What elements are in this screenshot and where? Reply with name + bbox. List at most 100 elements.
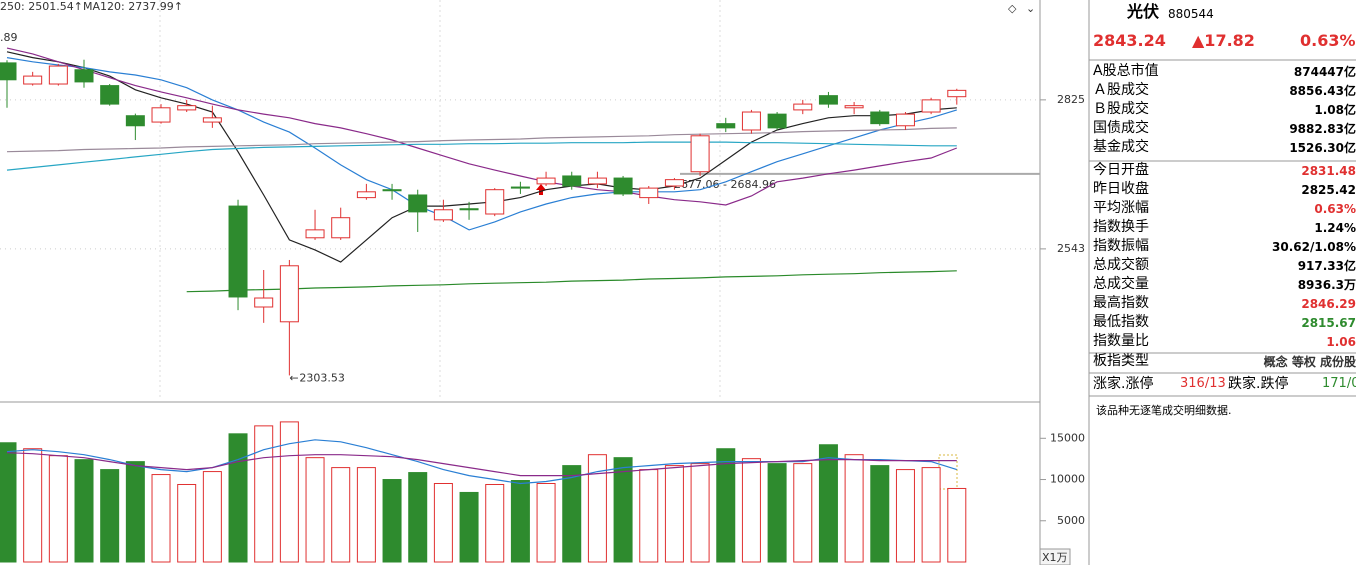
ma-line	[6, 127, 957, 153]
candle-body	[279, 265, 299, 323]
candle-body	[0, 62, 17, 81]
volume-bar	[331, 467, 351, 563]
volume-bar	[408, 472, 428, 563]
low-label: 2303.53	[299, 371, 345, 384]
panel-row-label: 最低指数	[1093, 314, 1149, 331]
panel-row-value: 2846.29	[1301, 297, 1356, 312]
panel-change-pct: 0.63%	[1300, 31, 1356, 50]
candle-body	[151, 107, 171, 123]
volume-bar	[562, 465, 582, 563]
candle-body	[793, 103, 813, 111]
candle-body	[947, 89, 967, 98]
volume-bar	[151, 474, 171, 563]
ma-line	[6, 141, 957, 171]
panel-row-label: 指数换手	[1093, 218, 1149, 235]
panel-row-value: 30.62/1.08%	[1272, 239, 1356, 254]
volume-bar	[639, 469, 659, 563]
volume-bar	[279, 421, 299, 563]
icon-dropdown[interactable]: ⌄	[1026, 2, 1035, 15]
candle-body	[716, 123, 736, 129]
volume-bar	[741, 458, 761, 563]
y-tick-label: 10000	[1050, 473, 1085, 486]
panel-row-value: 概念 等权 成份股	[1263, 354, 1356, 369]
candle-body	[510, 186, 530, 189]
panel-row-value: 2815.67	[1301, 316, 1356, 331]
volume-bar	[459, 491, 479, 563]
panel-row-label: Ｂ股成交	[1093, 101, 1149, 118]
candle-body	[356, 191, 376, 199]
y-tick-label: 2543	[1057, 242, 1085, 255]
volume-ma-line	[6, 452, 957, 477]
y-tick-label: 5000	[1057, 514, 1085, 527]
candle-body	[305, 229, 325, 239]
volume-bar	[587, 454, 607, 563]
breadth-up-label: 涨家.涨停	[1093, 376, 1154, 392]
high-label: .89	[0, 31, 18, 44]
candle-body	[562, 175, 582, 187]
unit-box	[1039, 548, 1071, 565]
candle-body	[125, 115, 145, 127]
panel-row-label: 板指类型	[1093, 352, 1149, 369]
candle-body	[48, 65, 68, 85]
volume-bar	[100, 469, 120, 563]
panel-note: 该品种无逐笔成交明细数据.	[1096, 404, 1232, 417]
volume-bar	[947, 487, 967, 563]
volume-bar	[510, 480, 530, 563]
y-tick-label: 2825	[1057, 93, 1085, 106]
panel-row-value: 8856.43亿	[1289, 84, 1356, 99]
panel-row-label: 总成交量	[1093, 276, 1149, 293]
panel-row-label: 总成交额	[1093, 257, 1149, 273]
volume-bar	[921, 467, 941, 563]
low-arrow: ←	[289, 371, 298, 384]
candle-body	[100, 85, 120, 105]
panel-row-value: 2831.48	[1301, 163, 1356, 178]
candle-body	[613, 177, 633, 195]
candle-body	[895, 113, 915, 127]
icon-diamond[interactable]: ◇	[1008, 2, 1017, 15]
volume-bar	[767, 463, 787, 563]
panel-row-value: 1.24%	[1314, 220, 1356, 235]
candle-body	[177, 105, 197, 111]
panel-row-value: 1.08亿	[1314, 103, 1356, 118]
candle-body	[254, 297, 274, 308]
panel-row-value: 1.06	[1326, 335, 1356, 350]
candle-body	[23, 75, 43, 85]
volume-bar	[870, 465, 890, 563]
candle-body	[459, 208, 479, 211]
volume-bar	[895, 469, 915, 563]
volume-ma-line	[6, 439, 957, 485]
candle-body	[433, 209, 453, 221]
candle-body	[228, 205, 248, 298]
panel-row-value: 874447亿	[1293, 65, 1356, 79]
panel-row-label: 昨日收盘	[1093, 180, 1149, 197]
panel-row-label: A股总市值	[1093, 63, 1159, 79]
candle-body	[639, 187, 659, 199]
panel-row-label: 指数振幅	[1093, 237, 1149, 254]
volume-bar	[254, 425, 274, 563]
candle-body	[767, 113, 787, 129]
volume-bar	[228, 433, 248, 563]
volume-bar	[202, 471, 222, 563]
panel-row-value: 917.33亿	[1297, 259, 1356, 273]
ma-line	[6, 47, 958, 206]
volume-bar	[664, 465, 684, 563]
ma-line	[6, 57, 957, 231]
volume-bar	[793, 463, 813, 563]
panel-row-label: 今日开盘	[1093, 161, 1149, 178]
candle-body	[690, 135, 710, 173]
breadth-down-label: 跌家.跌停	[1228, 376, 1289, 392]
candle-body	[202, 117, 222, 123]
ma-line	[186, 270, 957, 293]
candle-body	[382, 189, 402, 192]
panel-row-value: 9882.83亿	[1289, 122, 1356, 137]
candle-body	[587, 177, 607, 185]
volume-bar	[177, 483, 197, 563]
panel-price: 2843.24	[1093, 31, 1166, 50]
breadth-up-value: 316/13	[1180, 376, 1226, 391]
volume-bar	[48, 455, 68, 563]
volume-bar	[716, 448, 736, 563]
panel-title: 光伏	[1127, 2, 1160, 21]
legend-item: 250: 2501.54↑	[0, 0, 83, 13]
